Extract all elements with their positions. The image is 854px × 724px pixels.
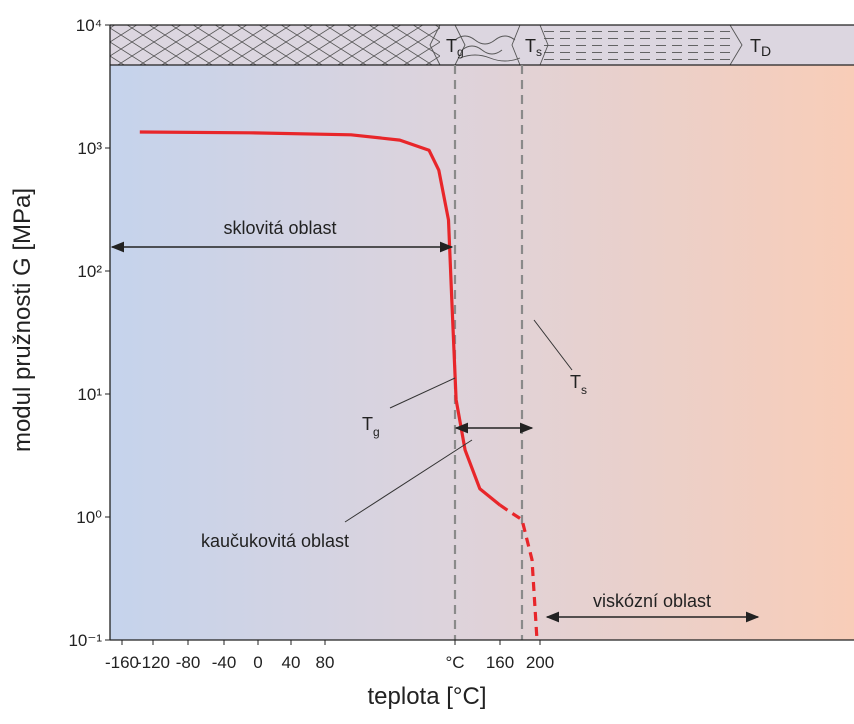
band-label: Ts <box>525 36 542 59</box>
leader <box>533 319 573 371</box>
x-tick-label: 0 <box>253 653 262 672</box>
x-tick-label: °C <box>445 653 464 672</box>
band-label: TD <box>750 36 771 59</box>
tg-label: Tg <box>362 414 380 439</box>
leader <box>389 377 456 409</box>
plot: 10⁻¹ 10⁰ 10¹ 10² 10³ 10⁴ -160-120 -80 -40 0 40 80 °C… <box>68 16 554 672</box>
y-tick-label: 10⁻¹ <box>68 631 102 650</box>
x-tick-label: 200 <box>526 653 554 672</box>
ts-label: Ts <box>570 372 587 397</box>
leader <box>344 439 473 523</box>
band-labels: Tg Ts TD <box>446 36 771 59</box>
x-tick-label: -40 <box>212 653 237 672</box>
y-tick-label: 10⁴ <box>76 16 102 35</box>
x-axis-title: teplota [°C] <box>368 683 487 710</box>
band-label: Tg <box>446 36 464 59</box>
y-tick-label: 10² <box>77 262 102 281</box>
x-tick-label: -120 <box>136 653 170 672</box>
top-band <box>110 24 854 66</box>
y-tick-label: 10¹ <box>77 385 102 404</box>
y-tick-label: 10⁰ <box>76 508 102 527</box>
region-label: sklovitá oblast <box>223 218 336 238</box>
annotations: sklovitá oblast Tg Ts kaučukovitá oblast… <box>110 218 760 623</box>
x-tick-label: 160 <box>486 653 514 672</box>
x-tick-label: -160 <box>105 653 139 672</box>
data-line <box>139 130 502 507</box>
data-line <box>499 503 539 641</box>
y-tick-label: 10³ <box>77 139 102 158</box>
region-label: kaučukovitá oblast <box>201 531 349 551</box>
plot-background <box>110 25 854 640</box>
region-label: viskózní oblast <box>593 591 711 611</box>
x-tick-label: -80 <box>176 653 201 672</box>
x-tick-label: 40 <box>282 653 301 672</box>
y-axis-title: modul pružnosti G [MPa] <box>9 188 36 452</box>
x-tick-label: 80 <box>316 653 335 672</box>
